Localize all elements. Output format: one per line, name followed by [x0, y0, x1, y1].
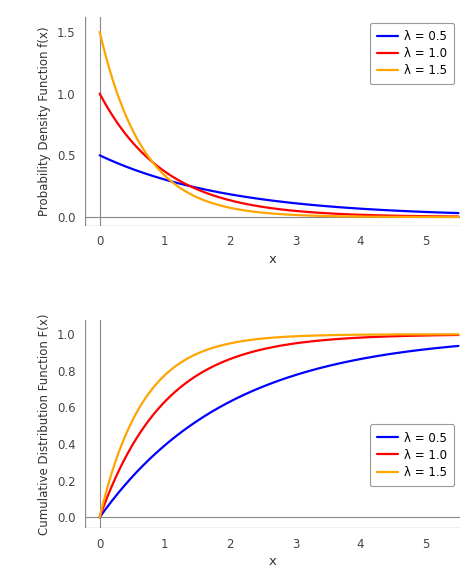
λ = 0.5: [445, 210, 451, 216]
λ = 1.0: [445, 332, 451, 339]
Legend: λ = 0.5, λ = 1.0, λ = 1.5: λ = 0.5, λ = 1.0, λ = 1.5: [370, 23, 454, 85]
λ = 1.0: [379, 333, 385, 340]
λ = 1.5: [271, 334, 277, 341]
λ = 1.5: [445, 214, 451, 220]
λ = 1.5: [97, 28, 102, 35]
λ = 0.5: [97, 152, 102, 158]
λ = 1.5: [262, 335, 267, 342]
Legend: λ = 0.5, λ = 1.0, λ = 1.5: λ = 0.5, λ = 1.0, λ = 1.5: [370, 424, 454, 486]
λ = 1.0: [445, 213, 451, 220]
λ = 0.5: [262, 196, 267, 203]
λ = 1.5: [379, 331, 385, 338]
λ = 1.0: [115, 469, 121, 476]
λ = 1.0: [445, 332, 451, 339]
λ = 0.5: [115, 490, 121, 496]
λ = 1.0: [115, 120, 121, 127]
λ = 0.5: [262, 382, 267, 389]
λ = 1.5: [445, 331, 451, 338]
λ = 0.5: [271, 198, 277, 204]
λ = 0.5: [445, 344, 451, 350]
λ = 1.5: [445, 331, 451, 338]
Line: λ = 1.5: λ = 1.5: [100, 32, 458, 217]
λ = 1.0: [379, 212, 385, 219]
λ = 1.0: [97, 514, 102, 521]
λ = 1.0: [445, 213, 451, 220]
Line: λ = 0.5: λ = 0.5: [100, 346, 458, 517]
λ = 0.5: [271, 379, 277, 386]
λ = 1.5: [456, 214, 461, 220]
Line: λ = 1.0: λ = 1.0: [100, 335, 458, 517]
λ = 1.0: [456, 213, 461, 220]
Y-axis label: Cumulative Distribution Function F(x): Cumulative Distribution Function F(x): [38, 313, 51, 534]
λ = 0.5: [445, 344, 451, 350]
λ = 1.5: [262, 210, 267, 216]
λ = 1.5: [456, 331, 461, 338]
Line: λ = 1.5: λ = 1.5: [100, 335, 458, 517]
λ = 1.0: [271, 344, 277, 350]
λ = 1.0: [271, 205, 277, 212]
Line: λ = 0.5: λ = 0.5: [100, 155, 458, 213]
λ = 1.5: [115, 451, 121, 458]
λ = 1.5: [379, 214, 385, 220]
λ = 1.5: [445, 214, 451, 220]
λ = 1.5: [115, 92, 121, 99]
Y-axis label: Probability Density Function f(x): Probability Density Function f(x): [38, 27, 51, 216]
λ = 1.0: [97, 90, 102, 97]
λ = 0.5: [379, 352, 385, 358]
X-axis label: x: x: [269, 555, 276, 568]
λ = 1.0: [262, 204, 267, 211]
λ = 0.5: [456, 343, 461, 349]
λ = 0.5: [379, 207, 385, 214]
Line: λ = 1.0: λ = 1.0: [100, 94, 458, 216]
λ = 1.5: [97, 514, 102, 521]
λ = 0.5: [115, 160, 121, 167]
λ = 1.0: [262, 345, 267, 352]
λ = 1.0: [456, 332, 461, 339]
X-axis label: x: x: [269, 253, 276, 266]
λ = 0.5: [445, 210, 451, 216]
λ = 1.5: [271, 210, 277, 217]
λ = 0.5: [456, 210, 461, 216]
λ = 0.5: [97, 514, 102, 521]
